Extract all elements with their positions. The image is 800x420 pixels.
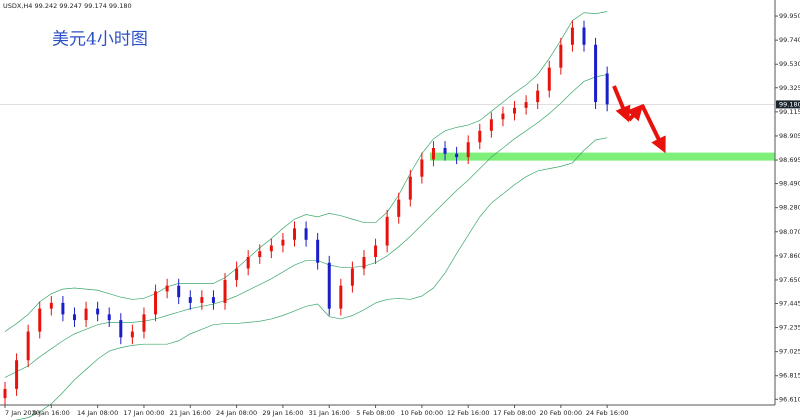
candle-body [165,285,169,292]
candle-body [154,291,158,315]
band-lower [15,137,608,420]
candle-body [559,44,563,68]
candle-body [130,331,134,338]
candle-body [304,228,308,240]
y-tick-label: 99.950 [779,12,800,20]
x-tick-label: 24 Feb 16:00 [586,409,629,417]
x-tick-label: 9 Jan 16:00 [33,409,70,417]
candle-body [61,302,65,315]
x-tick-label: 31 Jan 16:00 [309,409,350,417]
arrow [626,104,644,122]
candle-body [582,27,586,45]
band-upper [4,11,608,332]
candle-body [177,285,181,298]
candle-body [605,73,609,105]
candle-body [200,297,204,303]
candle-body [38,308,42,332]
y-tick-label: 97.025 [779,348,800,356]
x-tick-label: 12 Feb 16:00 [447,409,490,417]
candle-body [374,245,378,257]
candle-body [385,216,389,246]
plot-area [0,11,775,420]
candle-body [536,90,540,103]
candle-body [570,27,574,45]
candle-body [107,314,111,321]
y-tick-label: 98.280 [779,204,800,212]
y-tick-label: 99.325 [779,84,800,92]
y-tick-label: 97.235 [779,324,800,332]
chart-header: USDX,H4 99.242 99.247 99.174 99.180 [3,2,132,10]
candle-body [466,142,470,158]
candle-body [524,102,528,108]
candle-body [26,331,30,361]
candle-body [246,256,250,269]
candle-body [269,245,273,252]
y-tick-label: 96.610 [779,395,800,403]
candle-body [455,153,459,158]
candle-body [362,256,366,269]
candle-body [72,314,76,321]
candle-body [408,176,412,200]
candle-body [339,285,343,309]
arrow [640,104,666,154]
x-tick-label: 17 Jan 00:00 [123,409,164,417]
candle-body [188,297,192,303]
candle-body [489,119,493,131]
y-tick-label: 98.490 [779,180,800,188]
candle-body [478,130,482,143]
last-price-label: 99.180 [779,100,800,108]
candle-body [119,320,123,338]
candle-body [431,148,435,160]
y-tick-label: 97.860 [779,252,800,260]
last-price-box [776,100,800,109]
candle-body [316,239,320,263]
x-tick-label: 29 Jan 16:00 [262,409,303,417]
y-tick-label: 99.740 [779,36,800,44]
candle-body [547,67,551,91]
y-tick-label: 99.530 [779,60,800,68]
y-tick-label: 98.070 [779,228,800,236]
x-tick-label: 24 Jan 08:00 [216,409,257,417]
candle-body [142,314,146,332]
support-zone [430,152,775,161]
candle-body [397,199,401,217]
candle-body [513,107,517,114]
candle-body [223,279,227,303]
x-tick-label: 17 Feb 08:00 [493,409,536,417]
forecast-arrows [612,85,666,154]
x-tick-label: 7 Jan 2020 [5,409,40,417]
candle-body [281,239,285,246]
x-tick-label: 21 Jan 16:00 [170,409,211,417]
x-tick-label: 14 Jan 08:00 [77,409,118,417]
candle-body [211,297,215,303]
candle-body [327,262,331,309]
candle-body [293,228,296,240]
arrow [612,85,631,123]
y-tick-label: 99.115 [779,108,800,116]
candle-body [96,308,100,315]
x-tick-label: 10 Feb 00:00 [401,409,444,417]
candle-body [258,251,262,257]
candle-body [3,388,7,399]
candle-body [350,268,354,286]
y-tick-label: 96.815 [779,372,800,380]
chart-title: 美元4小时图 [52,30,148,50]
candle-body [235,268,239,280]
y-tick-label: 97.445 [779,299,800,307]
candle-body [84,308,88,321]
x-tick-label: 5 Feb 08:00 [356,409,395,417]
band-middle [4,74,608,378]
candle-body [420,159,424,177]
candle-body [49,302,53,309]
candle-body [501,113,505,120]
y-tick-label: 98.905 [779,132,800,140]
candle-body [594,44,598,103]
x-tick-label: 20 Feb 00:00 [540,409,583,417]
candle-body [443,148,447,154]
y-tick-label: 98.695 [779,156,800,164]
y-tick-label: 97.650 [779,276,800,284]
candle-body [15,360,19,389]
